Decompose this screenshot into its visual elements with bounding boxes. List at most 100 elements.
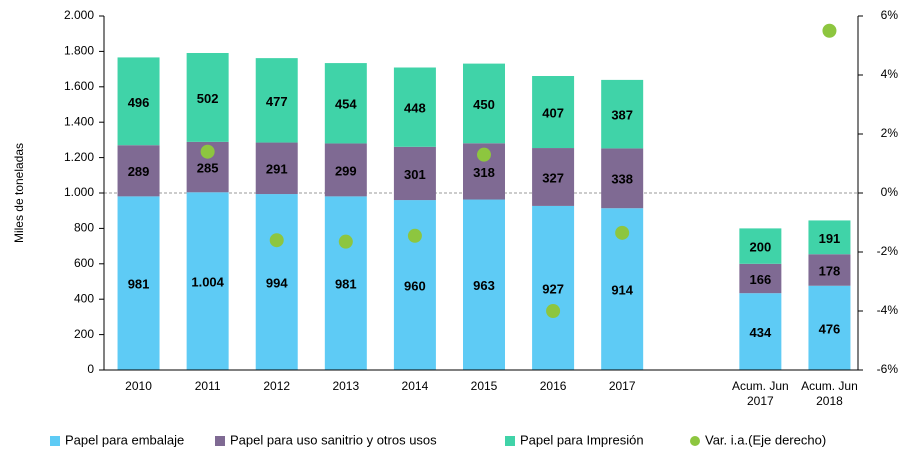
bar-segment <box>532 76 575 149</box>
y2-tick-label: 2% <box>881 126 899 140</box>
data-label: 338 <box>611 172 633 187</box>
bar-segment <box>808 220 851 255</box>
data-label: 496 <box>128 95 150 110</box>
x-tick-label: 2013 <box>332 379 360 393</box>
data-label: 407 <box>542 105 564 120</box>
y-tick-label: 200 <box>74 327 94 341</box>
var-dot <box>338 234 353 249</box>
data-label: 200 <box>750 240 772 255</box>
y-tick-label: 2.000 <box>64 8 94 22</box>
bar-segment <box>463 199 505 370</box>
y-tick-label: 400 <box>74 291 94 305</box>
data-label: 914 <box>611 283 633 298</box>
bar-segment <box>324 143 367 197</box>
bar-segment <box>324 63 367 144</box>
x-tick-label: 2016 <box>539 379 567 393</box>
y2-tick-label: 0% <box>881 185 899 199</box>
bar-segment <box>808 254 851 286</box>
data-label: 1.004 <box>191 275 224 290</box>
legend-swatch <box>505 436 515 446</box>
y-tick-label: 1.000 <box>64 185 94 199</box>
data-label: 981 <box>335 277 357 292</box>
bar-segment <box>117 57 160 146</box>
bar-segment <box>393 67 436 147</box>
data-label: 285 <box>197 161 219 176</box>
x-tick-label: 2010 <box>125 379 152 393</box>
x-tick-label: 2014 <box>401 379 429 393</box>
y-tick-label: 800 <box>74 221 94 235</box>
var-dot <box>200 144 215 159</box>
bar-segment <box>463 63 505 144</box>
y-tick-label: 1.600 <box>64 79 94 93</box>
legend-swatch <box>215 436 225 446</box>
data-label: 291 <box>266 162 288 177</box>
data-label: 927 <box>542 281 564 296</box>
data-label: 476 <box>819 321 841 336</box>
var-dot <box>407 228 422 243</box>
data-label: 448 <box>404 101 426 116</box>
data-label: 434 <box>750 325 772 340</box>
bar-segment <box>393 146 436 201</box>
legend-swatch <box>50 436 60 446</box>
data-label: 477 <box>266 94 288 109</box>
x-tick-label: 2012 <box>263 379 291 393</box>
bar-segment <box>532 148 575 206</box>
bar-segment <box>255 194 298 370</box>
y-tick-label: 1.200 <box>64 150 94 164</box>
x-tick-label: 2011 <box>194 379 221 393</box>
legend-label: Var. i.a.(Eje derecho) <box>705 432 826 447</box>
bar-segment <box>532 205 575 370</box>
bar-segment <box>739 263 782 294</box>
bar-segment <box>117 196 160 370</box>
bar-segment <box>186 192 229 370</box>
y2-tick-label: 4% <box>881 67 899 81</box>
data-label: 327 <box>542 170 564 185</box>
y2-tick-label: 6% <box>881 8 899 22</box>
bar-segment <box>324 196 367 370</box>
data-label: 289 <box>128 164 150 179</box>
bar-segment <box>255 58 298 143</box>
bar-segment <box>808 285 851 370</box>
data-label: 960 <box>404 278 426 293</box>
x-tick-label: Acum. Jun 2017 <box>732 379 789 408</box>
data-label: 301 <box>404 167 426 182</box>
y2-tick-label: -2% <box>877 244 899 258</box>
bar-segment <box>601 148 644 209</box>
var-dot <box>546 304 561 318</box>
x-tick-label: Acum. Jun 2018 <box>801 379 858 408</box>
y-tick-label: 1.400 <box>64 114 94 128</box>
data-label: 994 <box>266 275 288 290</box>
y2-tick-label: -6% <box>877 362 899 376</box>
data-label: 981 <box>128 277 150 292</box>
data-label: 178 <box>819 263 841 278</box>
legend-swatch <box>690 436 700 446</box>
legend-label: Papel para embalaje <box>65 432 184 447</box>
x-tick-label: 2017 <box>608 379 636 393</box>
y-tick-label: 0 <box>87 362 94 376</box>
bar-segment <box>117 145 160 197</box>
data-label: 299 <box>335 163 357 178</box>
bar-segment <box>393 200 436 370</box>
y-tick-label: 1.800 <box>64 44 94 58</box>
var-dot <box>269 233 284 248</box>
y2-tick-label: -4% <box>877 303 899 317</box>
bar-segment <box>601 79 644 149</box>
var-dot <box>477 147 491 162</box>
data-label: 166 <box>750 272 772 287</box>
legend-label: Papel para Impresión <box>520 432 644 447</box>
bar-segment <box>739 293 782 370</box>
data-label: 454 <box>335 97 357 112</box>
data-label: 387 <box>611 108 633 123</box>
var-dot <box>615 225 630 240</box>
bar-segment <box>739 228 782 264</box>
y-tick-label: 600 <box>74 256 94 270</box>
bar-segment <box>255 142 298 195</box>
legend-label: Papel para uso sanitrio y otros usos <box>230 432 437 447</box>
data-label: 450 <box>473 97 495 112</box>
y-axis-label: Miles de toneladas <box>12 143 26 243</box>
data-label: 318 <box>473 165 495 180</box>
data-label: 191 <box>819 231 841 246</box>
data-label: 963 <box>473 278 495 293</box>
